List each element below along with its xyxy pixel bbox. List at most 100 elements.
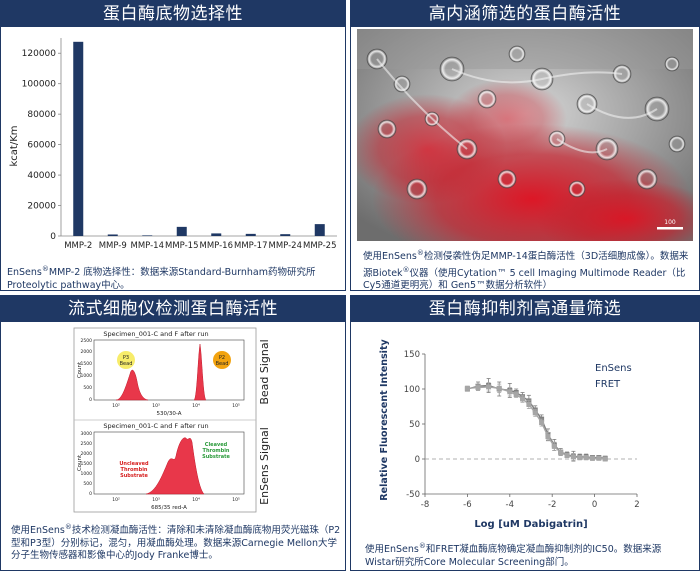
y-axis-label: Relative Fluorescent Intensity: [379, 339, 390, 501]
plot2-xtick: 10²: [112, 497, 120, 503]
data-point: [539, 420, 545, 426]
bar: [73, 41, 84, 236]
plot1-ylabel: Count: [77, 361, 83, 378]
data-point: [589, 455, 595, 461]
data-point: [583, 455, 589, 461]
data-point: [564, 453, 570, 458]
data-point: [496, 385, 502, 391]
flow-cytometry-figure: Specimen_001-C and F after run 0 500 100…: [73, 327, 271, 513]
panel-substrate-selectivity: 蛋白酶底物选择性 0 20000 40000 60000 80000 100000 1200…: [0, 0, 346, 291]
plot2-xlabel: 685/35 red-A: [151, 505, 187, 511]
panel-caption: 使用EnSens®和FRET凝血酶底物确定凝血酶抑制剂的IC50。数据来源Wis…: [365, 542, 662, 568]
plot2-ytick: 1000: [81, 471, 93, 477]
ensens-signal-label: EnSens Signal: [258, 427, 271, 505]
data-point: [464, 385, 470, 391]
plot1-ytick: 1000: [81, 373, 93, 379]
uncleaved-label: Uncleaved: [119, 461, 149, 467]
x-tick-label: MMP-2: [64, 241, 92, 251]
legend-ensens: EnSens: [595, 363, 632, 374]
x-tick-label: MMP-25: [303, 241, 337, 251]
p3-bead-marker: [117, 351, 135, 369]
plot1-ytick: 1500: [81, 361, 93, 367]
y-tick-label: 40000: [27, 171, 56, 181]
bar: [142, 235, 153, 236]
x-tick-label: -8: [421, 500, 429, 510]
plot2-ytick: 2000: [81, 451, 93, 457]
plot2-xtick: 10⁵: [232, 497, 240, 503]
x-tick-label: MMP-16: [200, 241, 234, 251]
y-tick-label: 0: [50, 232, 56, 242]
p2-bead-text: Bead: [216, 361, 229, 367]
plot1-header: Specimen_001-C and F after run: [103, 330, 208, 338]
data-point: [577, 455, 583, 461]
legend-fret: FRET: [595, 379, 621, 390]
p3-bead-text: Bead: [120, 361, 133, 367]
microscopy-image: 100: [357, 29, 693, 241]
data-point: [532, 410, 538, 416]
plot2-ytick: 2500: [81, 441, 93, 447]
y-tick-label: 80000: [27, 110, 56, 120]
p3-label: P3: [123, 355, 129, 361]
plot1-histogram-p3: [115, 369, 149, 401]
plot1-ytick: 500: [83, 385, 92, 391]
fit-curve-fret: [467, 386, 606, 460]
x-tick-label: -6: [463, 500, 471, 510]
p2-label: P2: [219, 355, 225, 361]
bar: [211, 233, 222, 236]
bar-chart: 0 20000 40000 60000 80000 100000 120000 MMP-2 M…: [9, 38, 337, 251]
plot1-ytick: 0: [89, 397, 92, 403]
y-tick-label: 20000: [27, 202, 56, 212]
x-tick-label: MMP-17: [234, 241, 268, 251]
data-point: [475, 385, 481, 391]
x-tick-label: MMP-9: [99, 241, 127, 251]
data-point: [551, 443, 557, 449]
plot2-ylabel: Count: [77, 454, 83, 471]
panel-caption: 使用EnSens®技术检测凝血酶活性：清除和未清除凝血酶底物用荧光磁珠（P2型和…: [11, 523, 341, 562]
panel-title: 蛋白酶底物选择性: [1, 1, 345, 27]
x-tick-label: MMP-24: [269, 241, 303, 251]
plot1-xtick: 10⁴: [192, 403, 200, 409]
bar: [176, 226, 187, 236]
plot2-xtick: 10⁴: [192, 497, 200, 503]
bead-signal-label: Bead Signal: [258, 339, 271, 404]
panel-flow-cytometry: 流式细胞仪检测蛋白酶活性 Specimen_001-C and F after …: [0, 295, 346, 571]
x-tick-label: MMP-15: [165, 241, 199, 251]
panel-inhibitor-screening: 蛋白酶抑制剂高通量筛选 -50 0 50 100 150 -8 -6 -4 -2 0 2 EnSen…: [350, 295, 700, 571]
x-tick-label: MMP-14: [131, 241, 165, 251]
plot1-ytick: 2000: [81, 349, 93, 355]
cleaved-label: Cleaved: [205, 442, 228, 448]
data-point: [602, 456, 608, 462]
plot1-xtick: 10³: [152, 403, 160, 409]
x-tick-label: 2: [634, 500, 639, 510]
bar: [280, 234, 291, 236]
y-tick-label: 50: [409, 420, 420, 430]
x-tick-label: -2: [548, 500, 556, 510]
cleaved-label: Thrombin: [203, 448, 230, 454]
panel-title: 蛋白酶抑制剂高通量筛选: [351, 296, 699, 322]
y-tick-label: 60000: [27, 141, 56, 151]
plot2-ytick: 1500: [81, 461, 93, 467]
y-tick-label: -50: [406, 490, 420, 500]
plot1-xlabel: 530/30-A: [157, 411, 182, 417]
x-tick-label: 0: [592, 500, 597, 510]
fit-curve-ensens: [467, 384, 606, 459]
plot1-ytick: 2500: [81, 338, 93, 344]
plot2-ytick: 0: [89, 491, 92, 497]
y-tick-label: 100000: [22, 80, 57, 90]
plot1-histogram-p2: [193, 343, 207, 401]
x-tick-label: -4: [506, 500, 514, 510]
data-point: [486, 384, 492, 390]
data-point: [513, 392, 519, 398]
cleaved-label: Substrate: [202, 454, 230, 460]
p2-bead-marker: [213, 351, 231, 369]
panel-title: 高内涵筛选的蛋白酶活性: [351, 1, 699, 27]
y-tick-label: 120000: [22, 49, 57, 59]
plot2-header: Specimen_001-C and F after run: [103, 422, 208, 430]
panel-title: 流式细胞仪检测蛋白酶活性: [1, 296, 345, 322]
data-point: [507, 389, 513, 395]
plot2-ytick: 500: [83, 481, 92, 487]
y-axis-label: kcat/Km: [9, 125, 20, 166]
data-point: [545, 434, 551, 440]
x-axis-label: Log [uM Dabigatrin]: [474, 519, 587, 530]
bar: [107, 234, 118, 236]
